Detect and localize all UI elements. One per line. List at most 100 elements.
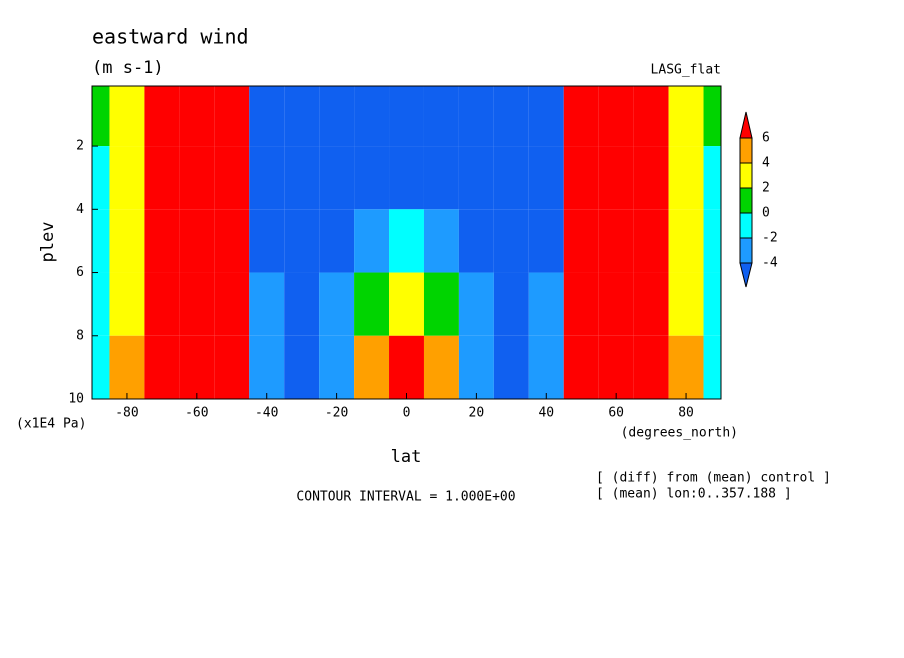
colorbar-label: 6	[762, 131, 770, 146]
colorbar-label: -2	[762, 231, 778, 246]
contour-cell	[633, 86, 669, 147]
contour-cell	[458, 86, 494, 147]
contour-cell	[214, 209, 250, 273]
x-axis-title: lat	[391, 447, 422, 467]
contour-cell	[423, 86, 459, 147]
contour-cell	[563, 209, 599, 273]
contour-cell	[389, 146, 424, 210]
contour-cell	[493, 335, 529, 399]
contour-cell	[668, 272, 704, 336]
contour-cell	[389, 272, 424, 336]
contour-cell	[249, 209, 285, 273]
colorbar-segment	[739, 162, 753, 189]
chart-subtitle: (m s-1)	[92, 58, 164, 78]
contour-cell	[423, 209, 459, 273]
x-tick-label: 60	[608, 406, 624, 421]
contour-cell	[109, 209, 145, 273]
contour-cell	[389, 335, 424, 399]
contour-cell	[528, 86, 564, 147]
contour-cell	[563, 335, 599, 399]
contour-cell	[423, 272, 459, 336]
contour-cell	[109, 146, 145, 210]
contour-cell	[703, 146, 721, 210]
contour-cell	[284, 272, 320, 336]
contour-cell	[144, 146, 180, 210]
contour-cell	[319, 146, 355, 210]
contour-note: CONTOUR INTERVAL = 1.000E+00	[296, 490, 515, 505]
contour-cell	[319, 209, 355, 273]
contour-cell	[633, 146, 669, 210]
contour-cell	[389, 209, 424, 273]
contour-cell	[92, 146, 110, 210]
chart-title: eastward wind	[92, 25, 249, 49]
contour-cell	[109, 272, 145, 336]
contour-cell	[458, 335, 494, 399]
x-tick-label: 80	[678, 406, 694, 421]
contour-cell	[179, 146, 215, 210]
contour-cell	[144, 86, 180, 147]
colorbar-segment	[739, 237, 753, 264]
contour-cell	[249, 335, 285, 399]
y-axis-title: plev	[38, 222, 58, 263]
contour-cell	[214, 146, 250, 210]
contour-cell	[458, 209, 494, 273]
contour-cell	[633, 335, 669, 399]
y-tick-label: 6	[76, 265, 84, 280]
contour-cell	[563, 146, 599, 210]
colorbar-label: 2	[762, 181, 770, 196]
dataset-label: LASG_flat	[651, 63, 721, 78]
contour-cell	[354, 272, 390, 336]
contour-cell	[354, 146, 390, 210]
y-tick-label: 10	[68, 392, 84, 407]
contour-cell	[703, 209, 721, 273]
note: [ (diff) from (mean) control ]	[596, 471, 831, 486]
contour-cell	[92, 272, 110, 336]
contour-cell	[668, 146, 704, 210]
contour-cell	[249, 272, 285, 336]
colorbar-segment	[739, 137, 753, 164]
y-tick-label: 2	[76, 139, 84, 154]
contour-cell	[109, 335, 145, 399]
contour-cell	[319, 272, 355, 336]
contour-cell	[668, 335, 704, 399]
contour-field	[92, 86, 721, 399]
contour-cell	[179, 86, 215, 147]
x-tick-label: 0	[403, 406, 411, 421]
contour-cell	[493, 86, 529, 147]
contour-cell	[493, 146, 529, 210]
contour-cell	[563, 272, 599, 336]
contour-cell	[633, 272, 669, 336]
contour-cell	[144, 272, 180, 336]
contour-cell	[458, 272, 494, 336]
contour-cell	[703, 86, 721, 147]
contour-cell	[109, 86, 145, 147]
contour-cell	[179, 209, 215, 273]
y-tick-label: 8	[76, 328, 84, 343]
contour-cell	[598, 209, 634, 273]
contour-cell	[319, 335, 355, 399]
contour-cell	[598, 86, 634, 147]
contour-cell	[179, 272, 215, 336]
colorbar-segment	[739, 187, 753, 214]
contour-cell	[319, 86, 355, 147]
contour-cell	[528, 272, 564, 336]
contour-cell	[354, 86, 390, 147]
contour-cell	[249, 146, 285, 210]
contour-cell	[423, 335, 459, 399]
contour-cell	[284, 146, 320, 210]
contour-cell	[144, 209, 180, 273]
contour-cell	[284, 209, 320, 273]
contour-cell	[528, 335, 564, 399]
note: [ (mean) lon:0..357.188 ]	[596, 487, 792, 502]
y-tick-label: 4	[76, 202, 84, 217]
contour-cell	[598, 146, 634, 210]
contour-cell	[92, 86, 110, 147]
x-axis-units: (degrees_north)	[621, 426, 738, 441]
x-tick-label: -20	[325, 406, 348, 421]
y-axis-units: (x1E4 Pa)	[16, 417, 86, 432]
x-tick-label: 20	[469, 406, 485, 421]
contour-cell	[144, 335, 180, 399]
contour-cell	[92, 335, 110, 399]
colorbar-segment	[739, 111, 753, 139]
